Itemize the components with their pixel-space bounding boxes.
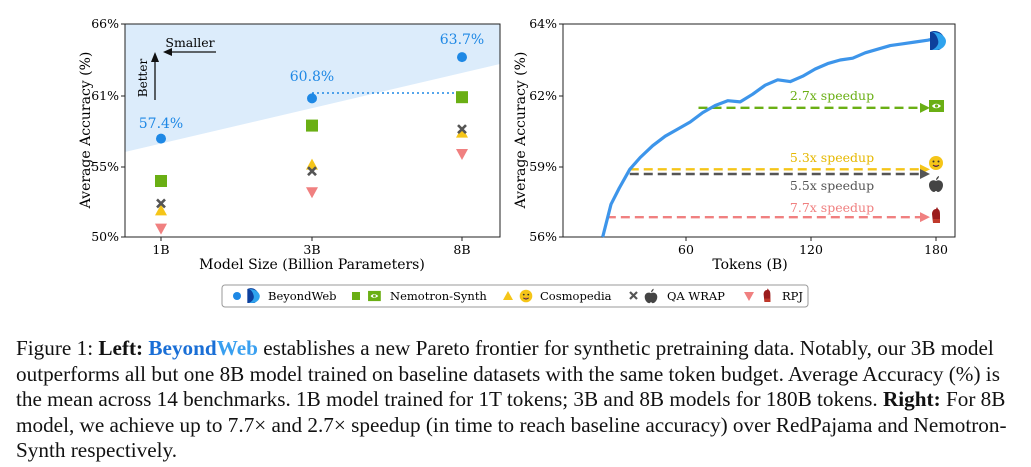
left-xtick-label: 3B: [303, 242, 320, 257]
right-ytick-label: 64%: [529, 16, 557, 31]
huggingface-logo-icon: [929, 156, 943, 170]
legend-cosmopedia-marker: [503, 291, 513, 300]
caption-left-label: Left:: [98, 336, 144, 360]
right-ytick-label: 59%: [529, 159, 557, 174]
speedup-label-nemotron: 2.7x speedup: [790, 88, 874, 103]
beyondweb-value-labels: 57.4% 60.8% 63.7%: [139, 32, 484, 132]
right-y-axis-label: Average Accuracy (%): [513, 52, 529, 210]
value-label-8b: 63.7%: [440, 32, 484, 48]
legend-beyondweb-label: BeyondWeb: [268, 289, 337, 303]
speedup-label-qawrap: 5.5x speedup: [790, 178, 874, 193]
left-ytick-label: 55%: [91, 159, 119, 174]
caption-brand-beyond: Beyond: [148, 336, 217, 360]
point-beyondweb-1b: [156, 133, 166, 144]
point-rpj-3b: [306, 187, 318, 199]
point-nemotron-synth-3b: [306, 119, 318, 132]
figure-caption: Figure 1: Left: BeyondWeb establishes a …: [16, 336, 1021, 464]
smaller-annotation: Smaller: [163, 35, 216, 56]
right-chart-marks: [601, 36, 937, 238]
legend-qawrap-label: QA WRAP: [667, 289, 725, 303]
speedup-label-rpj: 7.7x speedup: [790, 200, 874, 215]
nvidia-logo-icon: [929, 100, 944, 112]
legend-box: [221, 284, 809, 308]
right-xtick-label: 60: [678, 242, 694, 257]
left-x-ticks: 1B 3B 8B: [152, 237, 471, 257]
value-label-3b: 60.8%: [290, 69, 334, 85]
right-ytick-label: 62%: [529, 88, 557, 103]
caption-brand-web: Web: [216, 336, 258, 360]
left-ytick-label: 66%: [91, 16, 119, 31]
point-nemotron-synth-8b: [456, 91, 468, 104]
caption-right-label: Right:: [882, 387, 941, 412]
right-x-ticks: 60 120 180: [678, 237, 948, 257]
point-beyondweb-3b: [307, 93, 317, 104]
point-rpj-1b: [155, 223, 167, 235]
apple-logo-icon: [644, 288, 658, 304]
redpajama-logo-icon: [763, 288, 771, 302]
left-y-ticks: 50% 55% 61% 66%: [91, 16, 125, 244]
apple-logo-icon: [929, 176, 943, 192]
legend-cosmopedia-label: Cosmopedia: [540, 289, 612, 303]
left-chart-marks: [155, 52, 468, 235]
left-y-axis-label: Average Accuracy (%): [78, 52, 94, 210]
legend: BeyondWeb Nemotron-Synth Cosmopedia QA W…: [221, 284, 809, 308]
right-chart: 56% 59% 62% 64% 60 120 180 Tokens (B) Av…: [513, 16, 956, 273]
better-annotation: Better: [136, 52, 159, 100]
speedup-line-qa-wrap: [629, 169, 930, 179]
point-beyondweb-8b: [457, 52, 467, 63]
right-x-axis-label: Tokens (B): [712, 257, 787, 273]
line-series-beyondweb: [601, 36, 937, 238]
right-plot-frame: [562, 23, 956, 238]
legend-beyondweb-marker: [233, 292, 241, 300]
point-cosmopedia-1b: [155, 204, 167, 216]
left-x-axis-label: Model Size (Billion Parameters): [199, 257, 425, 273]
caption-brand: BeyondWeb: [148, 336, 258, 360]
legend-qawrap-marker: [629, 291, 638, 300]
right-xtick-label: 180: [924, 242, 948, 257]
value-label-1b: 57.4%: [139, 116, 183, 132]
smaller-label: Smaller: [165, 35, 214, 50]
nvidia-logo-icon: [368, 290, 381, 302]
beyondweb-logo-icon: [930, 30, 946, 51]
caption-figure-label: Figure 1:: [16, 336, 99, 360]
right-y-ticks: 56% 59% 62% 64%: [529, 16, 563, 244]
beyondweb-logo-icon: [247, 288, 260, 304]
figure-1: 50% 55% 61% 66% 1B 3B 8B Model Size (Bil…: [78, 16, 956, 308]
point-rpj-8b: [456, 148, 468, 160]
speedup-labels: 2.7x speedup 5.3x speedup 5.5x speedup 7…: [790, 88, 874, 215]
point-cosmopedia-8b: [456, 126, 468, 138]
legend-rpj-marker: [744, 292, 754, 301]
legend-rpj-label: RPJ: [782, 289, 803, 303]
better-label: Better: [136, 59, 150, 98]
left-xtick-label: 8B: [453, 242, 470, 257]
point-nemotron-synth-1b: [155, 175, 167, 187]
legend-nemotron-label: Nemotron-Synth: [390, 289, 487, 303]
right-xtick-label: 120: [799, 242, 823, 257]
left-xtick-label: 1B: [152, 242, 169, 257]
legend-nemotron-marker: [352, 292, 360, 300]
point-qa-wrap-3b: [307, 166, 317, 177]
speedup-line-rpj: [606, 212, 930, 223]
redpajama-logo-icon: [932, 207, 940, 223]
huggingface-logo-icon: [519, 289, 533, 303]
pareto-frontier-region: [125, 24, 500, 152]
left-chart: 50% 55% 61% 66% 1B 3B 8B Model Size (Bil…: [78, 16, 501, 273]
caption-text-part2: For 8B model, we achieve up to 7.7× and …: [16, 387, 1007, 463]
left-ytick-label: 61%: [91, 88, 119, 103]
right-ytick-label: 56%: [529, 229, 557, 244]
speedup-label-cosmopedia: 5.3x speedup: [790, 150, 874, 165]
point-qa-wrap-8b: [457, 124, 467, 135]
speedup-line-nemotron-synth: [698, 102, 930, 113]
caption-text-part1: establishes a new Pareto frontier for sy…: [16, 336, 1000, 412]
left-ytick-label: 50%: [91, 229, 119, 244]
point-qa-wrap-1b: [156, 198, 166, 209]
